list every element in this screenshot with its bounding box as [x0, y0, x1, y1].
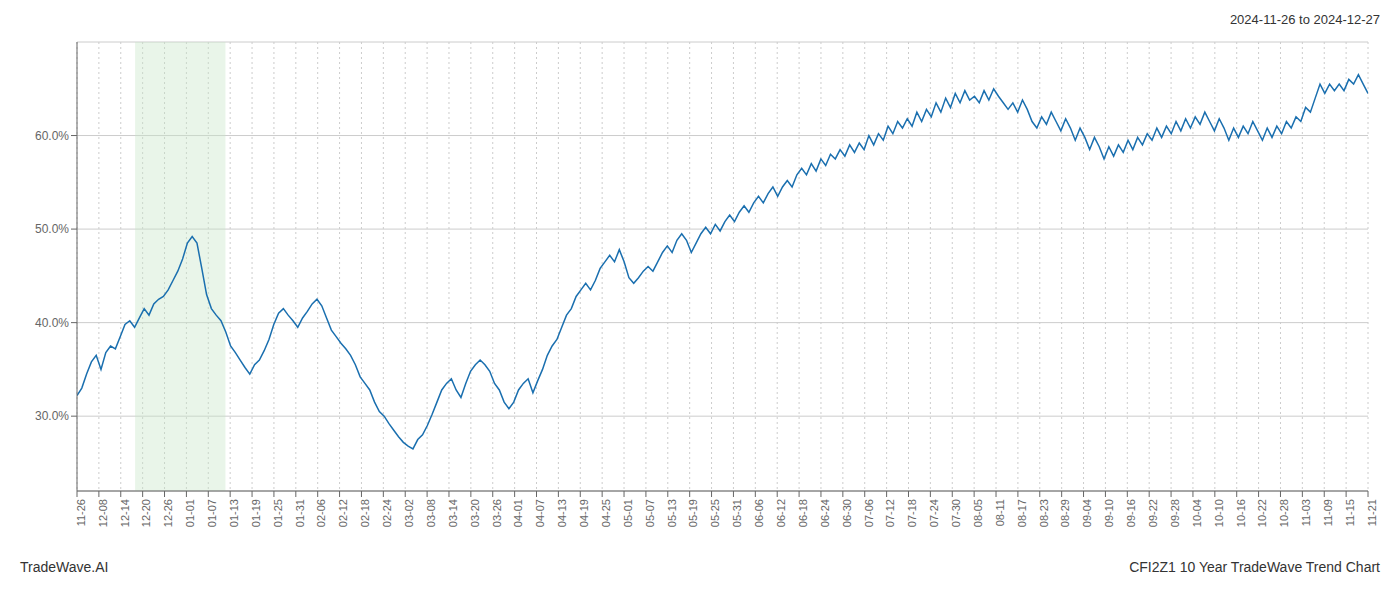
svg-text:11-26: 11-26 — [75, 499, 87, 526]
svg-text:07-30: 07-30 — [950, 499, 962, 527]
html-text:TradeWave.AI: TradeWave.AI — [20, 559, 109, 575]
svg-text:01-07: 01-07 — [206, 499, 218, 527]
svg-text:05-31: 05-31 — [731, 499, 743, 527]
svg-text:02-24: 02-24 — [381, 499, 393, 527]
svg-text:10-16: 10-16 — [1235, 499, 1247, 527]
svg-text:11-21: 11-21 — [1366, 499, 1378, 526]
svg-text:08-29: 08-29 — [1059, 499, 1071, 527]
svg-text:03-20: 03-20 — [469, 499, 481, 527]
svg-text:10-10: 10-10 — [1213, 499, 1225, 527]
svg-text:06-18: 06-18 — [797, 499, 809, 527]
svg-text:12-08: 12-08 — [97, 499, 109, 527]
svg-text:10-22: 10-22 — [1256, 499, 1268, 527]
svg-text:04-01: 04-01 — [512, 499, 524, 527]
svg-text:02-12: 02-12 — [337, 499, 349, 527]
svg-text:05-13: 05-13 — [666, 499, 678, 527]
svg-text:06-30: 06-30 — [841, 499, 853, 527]
svg-text:07-24: 07-24 — [928, 499, 940, 527]
svg-text:06-12: 06-12 — [775, 499, 787, 527]
svg-text:05-25: 05-25 — [709, 499, 721, 527]
svg-text:30.0%: 30.0% — [35, 409, 69, 423]
svg-text:10-04: 10-04 — [1191, 499, 1203, 527]
html-text:CFI2Z1 10 Year TradeWave Trend: CFI2Z1 10 Year TradeWave Trend Chart — [1129, 559, 1380, 575]
html-text:2024-11-26 to 2024-12-27: 2024-11-26 to 2024-12-27 — [1229, 12, 1380, 27]
svg-text:09-04: 09-04 — [1081, 499, 1093, 527]
svg-text:12-14: 12-14 — [119, 499, 131, 527]
svg-text:02-06: 02-06 — [316, 499, 328, 527]
svg-text:03-14: 03-14 — [447, 499, 459, 527]
svg-text:01-19: 01-19 — [250, 499, 262, 527]
svg-text:04-13: 04-13 — [556, 499, 568, 527]
svg-text:50.0%: 50.0% — [35, 222, 69, 236]
svg-text:40.0%: 40.0% — [35, 316, 69, 330]
svg-text:11-09: 11-09 — [1322, 499, 1334, 526]
svg-text:11-15: 11-15 — [1344, 499, 1356, 526]
svg-text:08-11: 08-11 — [994, 499, 1006, 526]
svg-text:02-18: 02-18 — [359, 499, 371, 527]
svg-text:12-26: 12-26 — [162, 499, 174, 527]
svg-text:03-08: 03-08 — [425, 499, 437, 527]
svg-text:07-18: 07-18 — [906, 499, 918, 527]
svg-text:09-28: 09-28 — [1169, 499, 1181, 527]
svg-text:05-07: 05-07 — [644, 499, 656, 527]
svg-text:01-13: 01-13 — [228, 499, 240, 527]
svg-text:07-12: 07-12 — [884, 499, 896, 527]
svg-text:04-25: 04-25 — [600, 499, 612, 527]
svg-text:04-19: 04-19 — [578, 499, 590, 527]
svg-text:03-02: 03-02 — [403, 499, 415, 527]
svg-text:11-03: 11-03 — [1300, 499, 1312, 526]
svg-text:01-31: 01-31 — [294, 499, 306, 527]
svg-text:06-06: 06-06 — [753, 499, 765, 527]
svg-text:03-26: 03-26 — [491, 499, 503, 527]
svg-text:01-25: 01-25 — [272, 499, 284, 527]
svg-text:60.0%: 60.0% — [35, 129, 69, 143]
svg-text:04-07: 04-07 — [534, 499, 546, 527]
svg-text:07-06: 07-06 — [863, 499, 875, 527]
svg-text:08-05: 08-05 — [972, 499, 984, 527]
svg-text:09-22: 09-22 — [1147, 499, 1159, 527]
svg-text:06-24: 06-24 — [819, 499, 831, 527]
svg-text:09-16: 09-16 — [1125, 499, 1137, 527]
svg-text:10-28: 10-28 — [1278, 499, 1290, 527]
svg-text:08-17: 08-17 — [1016, 499, 1028, 527]
svg-text:08-23: 08-23 — [1038, 499, 1050, 527]
svg-text:05-01: 05-01 — [622, 499, 634, 527]
svg-text:01-01: 01-01 — [184, 499, 196, 527]
svg-text:12-20: 12-20 — [140, 499, 152, 527]
svg-text:09-10: 09-10 — [1103, 499, 1115, 527]
svg-text:05-19: 05-19 — [687, 499, 699, 527]
